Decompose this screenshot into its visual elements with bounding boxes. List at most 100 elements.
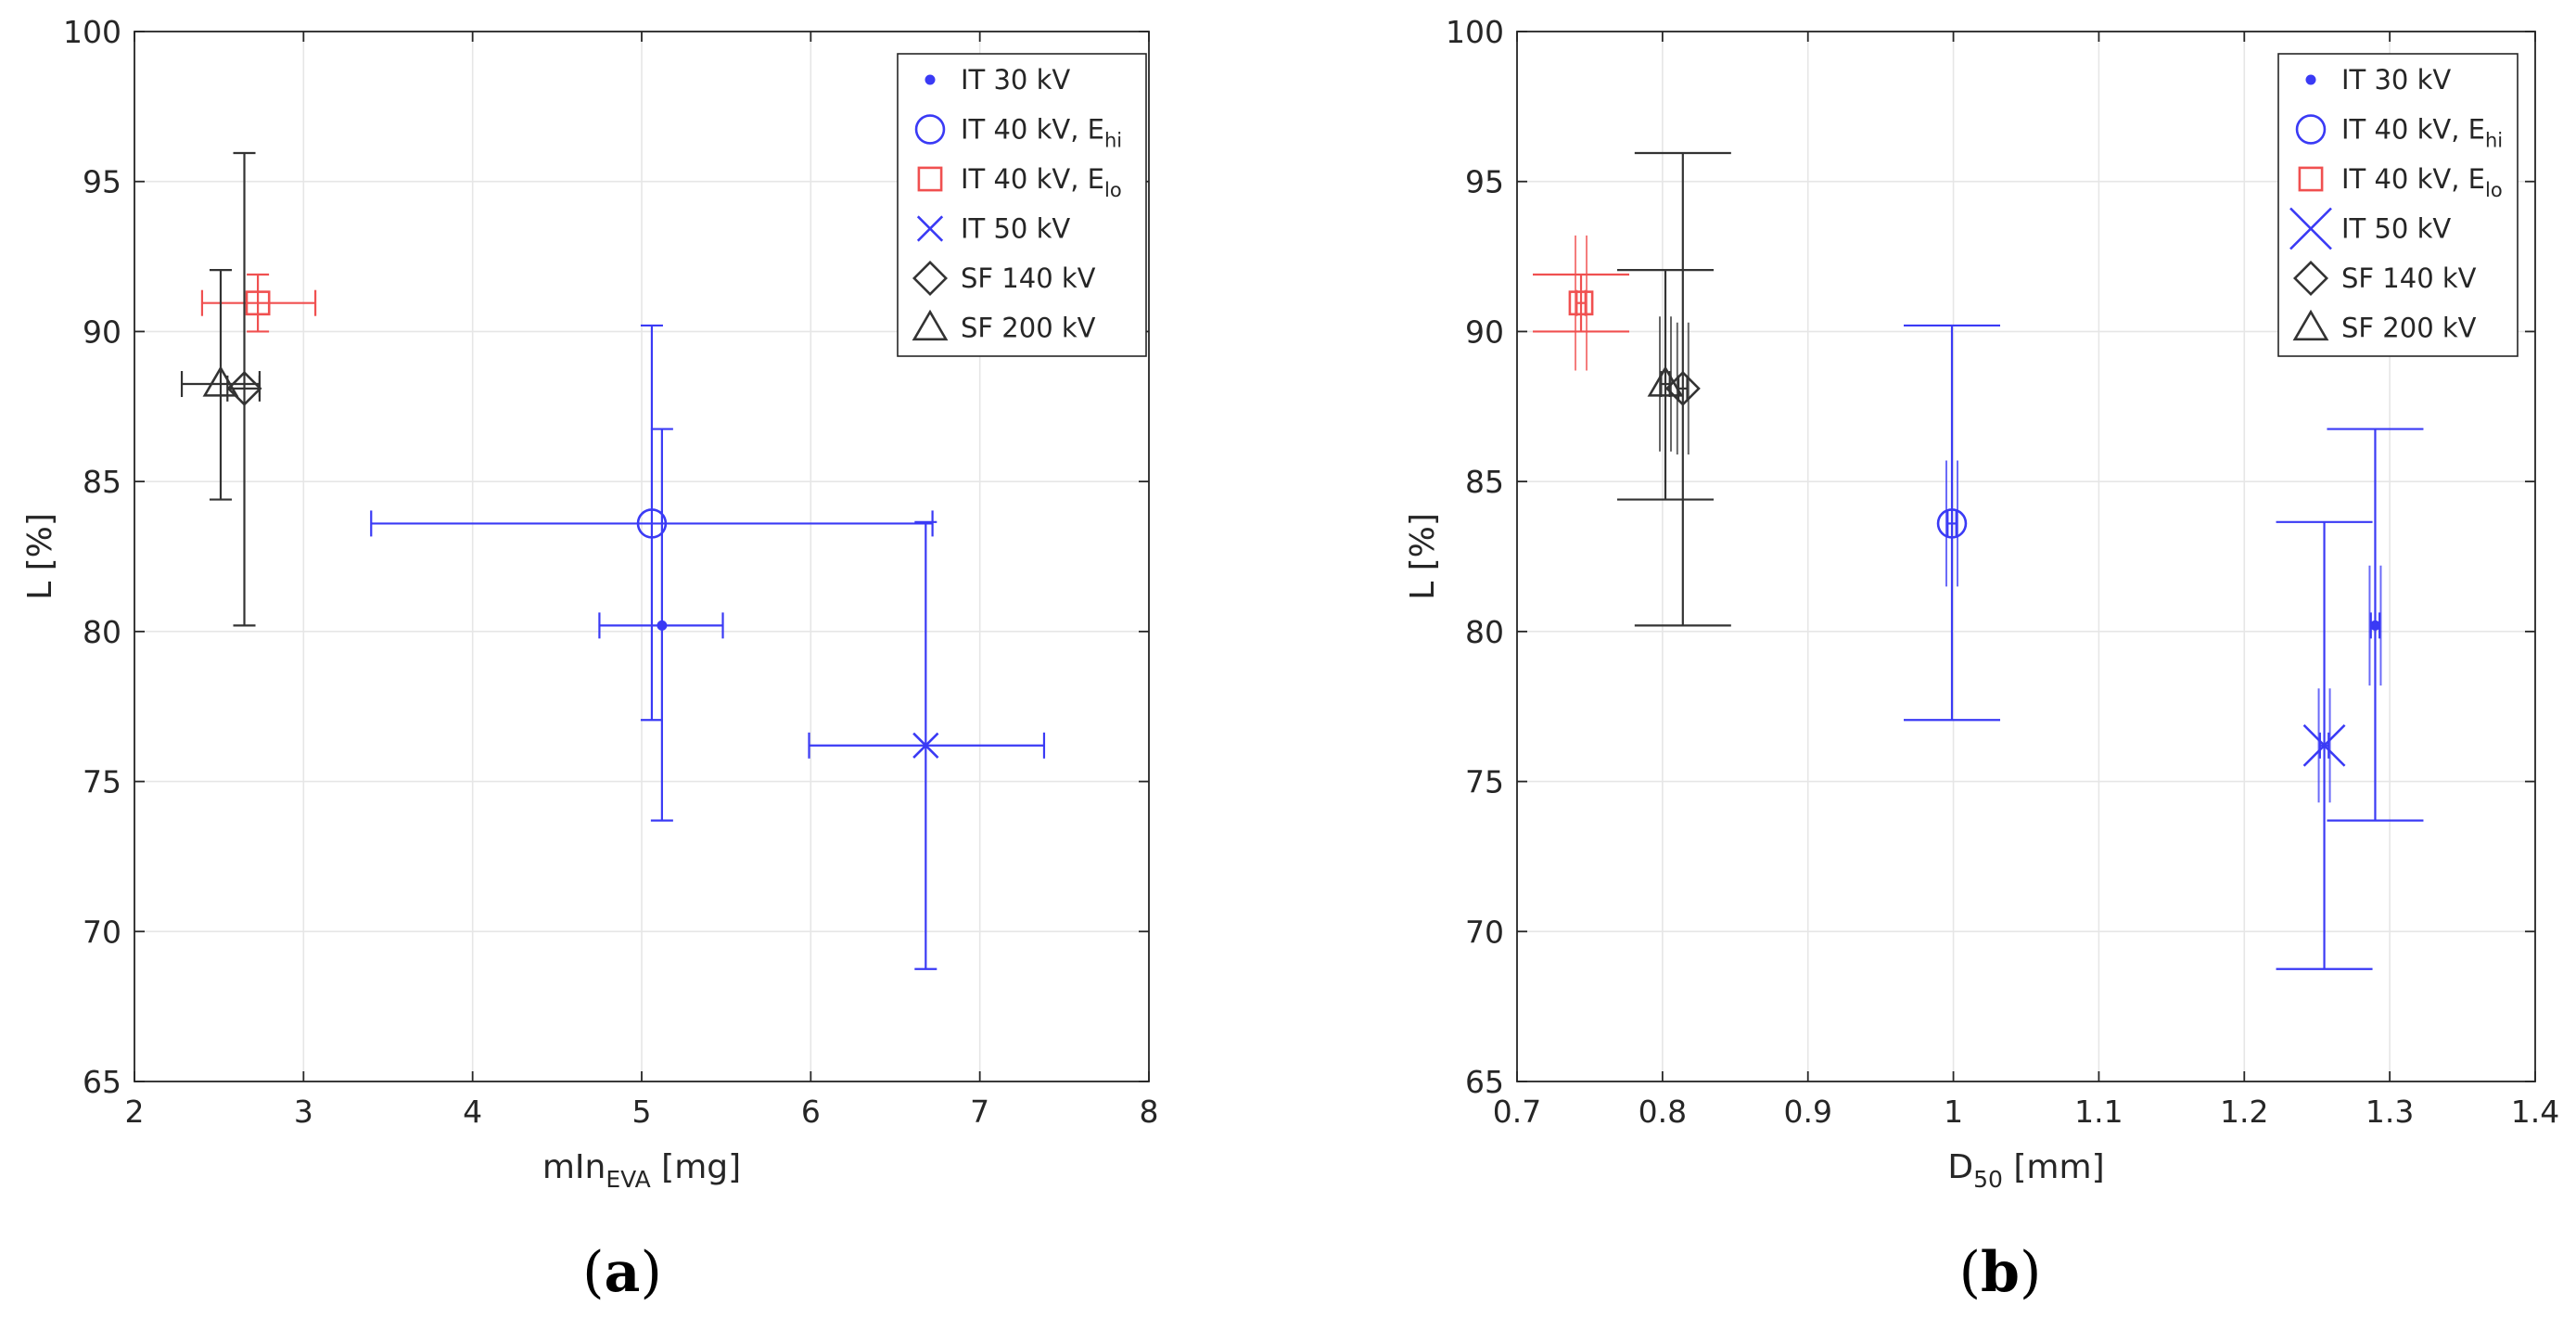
series-triangle [180, 269, 261, 501]
x-tick-label: 0.9 [1783, 1094, 1831, 1130]
legend-label-text: SF 140 kV [961, 262, 1096, 294]
x-tick-label: 1.3 [2366, 1094, 2414, 1130]
legend-label-text: IT 40 kV, E [2341, 163, 2485, 195]
y-tick-label: 80 [83, 614, 121, 650]
ticks: 2 3 4 5 6 7 8 65 70 75 80 85 90 95 100 [63, 14, 1159, 1130]
legend-label: IT 40 kV, Elo [961, 163, 1122, 201]
x-axis-label-base: D [1947, 1148, 1973, 1186]
y-tick-label: 75 [1465, 764, 1504, 800]
ticks: 0.7 0.8 0.9 1 1.1 1.2 1.3 1.4 65 70 75 80 85 90 95 100 [1446, 14, 2559, 1130]
x-axis-label: D50 [mm] [1947, 1148, 2104, 1193]
legend-label-text: SF 140 kV [2341, 262, 2477, 294]
x-tick-label: 0.7 [1493, 1094, 1541, 1130]
legend-label-text: SF 200 kV [2341, 313, 2477, 344]
x-tick-label: 2 [125, 1094, 145, 1130]
marker-triangle [1647, 365, 1684, 397]
data-series [1533, 151, 2424, 970]
panel-caption: (a) [582, 1240, 662, 1305]
legend-label-sub: hi [1104, 130, 1122, 152]
marker-triangle [202, 365, 239, 397]
legend-marker-circle [914, 114, 946, 145]
y-axis-label: L [%] [1404, 513, 1442, 600]
marker-dot [657, 620, 668, 631]
legend-label-sub: lo [1104, 179, 1122, 201]
legend-marker-square [917, 166, 943, 192]
legend-label-text: IT 50 kV [961, 213, 1070, 245]
y-tick-label: 65 [1465, 1064, 1504, 1100]
legend-label: IT 30 kV [2341, 64, 2451, 96]
y-tick-label: 100 [1446, 14, 1504, 50]
legend-box [2277, 53, 2519, 357]
legend-label-text: IT 40 kV, E [2341, 114, 2485, 146]
legend-label: SF 200 kV [961, 313, 1096, 344]
legend-label-sub: hi [2485, 130, 2503, 152]
panel-a: 2 3 4 5 6 7 8 65 70 75 80 85 90 95 100 mInEVA [mg] L [%]… [21, 14, 1159, 1193]
caption-paren: ) [640, 1240, 661, 1305]
marker-cross [912, 732, 939, 759]
legend-label: IT 30 kV [961, 64, 1070, 96]
y-tick-label: 95 [1465, 164, 1504, 200]
series-dot [598, 428, 724, 822]
marker-cross-large [2302, 723, 2346, 767]
series-circle [1904, 324, 2001, 722]
caption-paren: ) [2020, 1240, 2041, 1305]
series-square [1533, 235, 1630, 371]
legend-label: IT 40 kV, Ehi [961, 114, 1122, 152]
x-tick-label: 1.4 [2511, 1094, 2559, 1130]
caption-paren: ( [1959, 1240, 1981, 1305]
legend-label-text: IT 30 kV [2341, 64, 2451, 96]
legend-marker-cross-large [2289, 207, 2332, 250]
data-series [180, 151, 1046, 970]
x-tick-label: 1 [1944, 1094, 1963, 1130]
legend-label-text: SF 200 kV [961, 313, 1096, 344]
legend-marker-circle [2295, 114, 2327, 145]
legend-marker-square [2298, 166, 2324, 192]
legend-marker-triangle [912, 309, 949, 341]
y-tick-label: 80 [1465, 614, 1504, 650]
x-tick-label: 1.1 [2074, 1094, 2123, 1130]
panel-caption: (b) [1959, 1240, 2042, 1305]
y-tick-label: 90 [83, 314, 121, 350]
legend-label: SF 140 kV [2341, 262, 2477, 294]
marker-circle [1936, 508, 1968, 539]
x-axis-label-base: mIn [542, 1148, 606, 1186]
x-tick-label: 0.8 [1639, 1094, 1687, 1130]
legend-label-text: IT 40 kV, E [961, 163, 1104, 195]
y-tick-label: 90 [1465, 314, 1504, 350]
legend-label-sub: lo [2485, 179, 2503, 201]
marker-circle [636, 508, 668, 539]
marker-diamond [1664, 370, 1701, 406]
y-tick-label: 70 [1465, 914, 1504, 950]
y-tick-label: 70 [83, 914, 121, 950]
x-tick-label: 1.2 [2220, 1094, 2268, 1130]
y-tick-label: 100 [63, 14, 121, 50]
caption-paren: ( [582, 1240, 604, 1305]
x-tick-label: 8 [1140, 1094, 1159, 1130]
legend-label: IT 40 kV, Elo [2341, 163, 2503, 201]
marker-dot [2369, 620, 2380, 631]
caption-letter: b [1981, 1240, 2020, 1305]
x-axis-label-unit: [mg] [651, 1148, 741, 1186]
legend-marker-triangle [2292, 309, 2329, 341]
panel-b: 0.7 0.8 0.9 1 1.1 1.2 1.3 1.4 65 70 75 80 85 90 95 100 D… [1404, 14, 2559, 1193]
legend: IT 30 kV IT 40 kV, Ehi IT 40 kV, Elo IT 50 … [897, 53, 1147, 357]
series-circle [370, 324, 934, 722]
legend-label-text: IT 50 kV [2341, 213, 2451, 245]
legend-marker-dot [2305, 74, 2316, 85]
legend-label: IT 50 kV [961, 213, 1070, 245]
series-square [200, 273, 317, 333]
legend-box [897, 53, 1147, 357]
y-tick-label: 65 [83, 1064, 121, 1100]
legend-marker-diamond [912, 261, 948, 296]
y-axis-label: L [%] [21, 513, 59, 600]
marker-square [245, 290, 271, 316]
x-tick-label: 5 [632, 1094, 652, 1130]
series-triangle [1616, 269, 1714, 501]
x-axis-label: mInEVA [mg] [542, 1148, 741, 1193]
legend-label: IT 40 kV, Ehi [2341, 114, 2503, 152]
legend-label-text: IT 30 kV [961, 64, 1070, 96]
x-tick-label: 7 [970, 1094, 989, 1130]
x-axis-label-unit: [mm] [2003, 1148, 2105, 1186]
